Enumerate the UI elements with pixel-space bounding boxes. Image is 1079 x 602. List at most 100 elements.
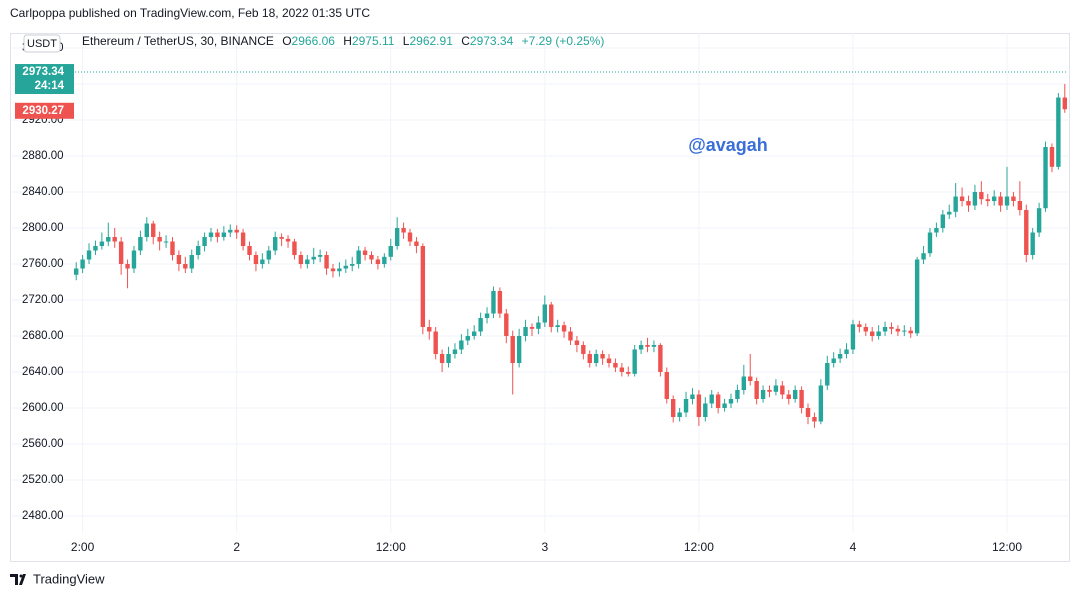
candle-body [600,354,605,359]
candle-body [86,250,92,260]
candle-body [857,324,862,328]
candle-body [144,223,150,238]
candle-body [542,304,548,323]
candle-body [850,324,856,350]
candle-body [780,385,785,395]
x-tick-label: 12:00 [376,540,406,554]
candle-body [870,331,875,337]
candle-body [792,390,798,400]
candle-body [549,304,554,328]
grid [12,33,1068,533]
candle-body [202,237,207,247]
low-value: 2962.91 [409,34,453,48]
candle-body [510,336,515,364]
currency-badge[interactable] [23,34,61,53]
candle-body [606,358,612,364]
candle-body [350,264,355,266]
candle-body [1030,232,1035,256]
x-tick-label: 3 [541,540,548,554]
candle-body [561,325,567,332]
open-value: 2966.06 [292,34,336,48]
y-tick-label: 2520.00 [22,474,64,486]
y-tick-label: 2800.00 [22,222,64,234]
y-tick-label: 2840.00 [22,186,64,198]
candle-body [613,363,618,368]
candle-body [812,416,817,422]
candle-body [1017,201,1023,211]
candle-body [991,196,997,202]
marker-price-box [15,102,74,119]
open-label: O [282,34,291,48]
x-tick-label: 12:00 [684,540,714,554]
candle-body [632,349,637,374]
publisher-line: Carlpoppa published on TradingView.com, … [10,6,370,20]
candle-body [979,192,984,200]
candle-body [240,232,246,247]
candle-body [722,403,727,408]
candle-body [407,232,413,242]
candle-body [844,349,849,355]
y-tick-label: 2600.00 [22,402,64,414]
candle-body [709,394,714,404]
candle-body [484,313,490,319]
candle-body [504,313,509,337]
candle-body [715,394,721,408]
candle-body [703,403,708,417]
candle-body [472,331,477,337]
candle-body [863,327,868,332]
candle-body [465,336,470,341]
candle-body [343,265,349,269]
candle-body [658,345,663,373]
candle-body [831,358,836,364]
candle-body [638,345,644,350]
candle-body [478,318,483,332]
candle-body [497,291,503,314]
candle-body [536,322,541,329]
candle-body [234,229,239,233]
candle-body [805,408,811,417]
candle-body [837,354,843,359]
brand-logo [10,574,26,585]
candle-body [388,246,393,257]
candles [73,84,1067,428]
candle-body [125,264,130,269]
candle-body [677,412,682,417]
candle-body [228,229,233,233]
candle-body [80,259,85,269]
candle-body [985,199,990,202]
high-label: H [343,34,352,48]
close-value: 2973.34 [470,34,514,48]
candle-body [1004,196,1010,206]
candle-body [73,268,79,275]
candle-body [914,259,920,334]
y-tick-label: 2560.00 [22,438,64,450]
candle-body [921,253,926,260]
brand-name: TradingView [33,571,105,586]
candle-body [394,228,400,247]
y-tick-label: 2720.00 [22,294,64,306]
candle-body [176,255,182,265]
candle-body [895,328,901,332]
candle-body [427,327,432,332]
candle-body [195,246,201,256]
candle-body [1062,97,1067,110]
candle-body [619,367,625,373]
candle-body [253,255,259,265]
candle-body [741,376,747,391]
candle-body [112,237,117,242]
candle-body [382,256,387,265]
candle-body [1049,147,1055,167]
candle-body [369,255,374,260]
high-value: 2975.11 [352,34,395,48]
candle-body [516,336,522,364]
candle-body [555,325,560,328]
candle-body [401,228,406,233]
candle-body [651,345,657,347]
candle-body [959,196,965,202]
marker-price-label: 2930.27 [22,105,64,117]
currency: USDT [27,38,57,50]
candle-body [947,211,952,215]
candle-body [93,246,98,251]
candle-body [664,372,669,400]
legend: Ethereum / TetherUS, 30, BINANCE O2966.0… [82,34,604,48]
